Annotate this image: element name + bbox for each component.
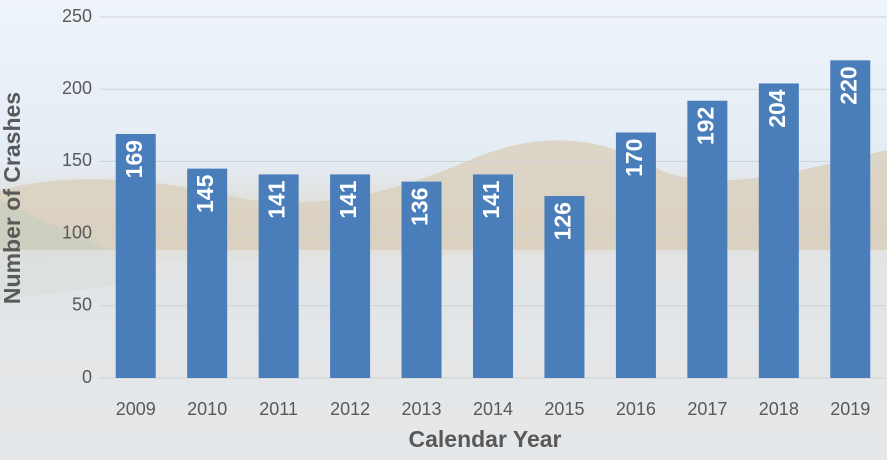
data-label: 192	[692, 107, 718, 145]
x-tick-label: 2013	[402, 399, 442, 419]
data-label: 204	[764, 89, 790, 128]
bar	[615, 132, 656, 378]
x-tick-label: 2012	[330, 399, 370, 419]
data-label: 170	[621, 139, 647, 177]
x-tick-label: 2009	[116, 399, 156, 419]
bar	[330, 174, 371, 378]
bar	[472, 174, 514, 378]
data-label: 145	[192, 174, 218, 213]
x-tick-label: 2019	[830, 399, 870, 419]
data-label: 220	[835, 66, 861, 104]
x-axis-title: Calendar Year	[408, 426, 561, 452]
y-tick-label: 0	[82, 367, 92, 387]
bar	[258, 174, 299, 378]
x-tick-label: 2016	[616, 399, 656, 419]
x-tick-label: 2014	[473, 399, 513, 419]
data-label: 141	[264, 180, 290, 219]
data-label: 126	[550, 202, 576, 240]
y-axis-title: Number of Crashes	[0, 92, 25, 304]
bar	[830, 60, 871, 378]
x-tick-label: 2010	[187, 399, 227, 419]
y-tick-label: 250	[62, 6, 92, 26]
data-label: 169	[121, 140, 147, 178]
y-tick-label: 150	[62, 150, 92, 170]
bar	[687, 100, 728, 378]
y-tick-label: 50	[72, 295, 92, 315]
bar	[544, 196, 585, 378]
data-label: 141	[335, 180, 361, 219]
bar	[758, 83, 799, 378]
y-tick-label: 100	[62, 222, 92, 242]
data-label: 136	[407, 188, 433, 226]
bar	[401, 181, 442, 378]
bar	[187, 168, 228, 378]
x-tick-label: 2015	[544, 399, 584, 419]
data-label: 141	[478, 180, 504, 219]
x-tick-label: 2011	[259, 399, 298, 419]
x-tick-label: 2017	[687, 399, 727, 419]
y-tick-label: 200	[62, 78, 92, 98]
x-tick-label: 2018	[759, 399, 799, 419]
bar	[115, 133, 156, 378]
